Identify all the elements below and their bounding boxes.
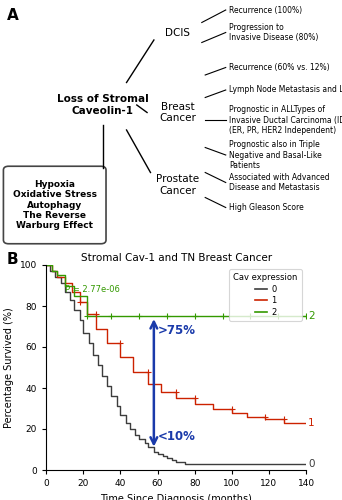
- Text: 2: 2: [308, 311, 315, 322]
- Y-axis label: Percentage Survived (%): Percentage Survived (%): [4, 307, 14, 428]
- Text: Lymph Node Metastasis and LVI: Lymph Node Metastasis and LVI: [229, 86, 342, 94]
- Text: >75%: >75%: [158, 324, 196, 338]
- Text: <10%: <10%: [158, 430, 195, 444]
- Text: Hypoxia
Oxidative Stress
Autophagy
The Reverse
Warburg Effect: Hypoxia Oxidative Stress Autophagy The R…: [13, 180, 97, 230]
- Text: DCIS: DCIS: [165, 28, 190, 38]
- Text: Progression to
Invasive Disease (80%): Progression to Invasive Disease (80%): [229, 23, 318, 42]
- Text: P = 2.77e-06: P = 2.77e-06: [65, 284, 120, 294]
- Text: Associated with Advanced
Disease and Metastasis: Associated with Advanced Disease and Met…: [229, 173, 330, 192]
- X-axis label: Time Since Diagnosis (months): Time Since Diagnosis (months): [100, 494, 252, 500]
- Text: A: A: [7, 8, 18, 22]
- Text: High Gleason Score: High Gleason Score: [229, 203, 304, 212]
- Text: Recurrence (60% vs. 12%): Recurrence (60% vs. 12%): [229, 63, 330, 72]
- FancyBboxPatch shape: [3, 166, 106, 244]
- Text: Prognostic in ALLTypes of
Invasive Ductal Carcinoma (IDC)
(ER, PR, HER2 Independ: Prognostic in ALLTypes of Invasive Ducta…: [229, 105, 342, 135]
- Text: Recurrence (100%): Recurrence (100%): [229, 6, 302, 15]
- Text: B: B: [7, 252, 18, 268]
- Text: Loss of Stromal
Caveolin-1: Loss of Stromal Caveolin-1: [57, 94, 148, 116]
- Text: 0: 0: [308, 459, 314, 469]
- Text: Prognostic also in Triple
Negative and Basal-Like
Patients: Prognostic also in Triple Negative and B…: [229, 140, 322, 170]
- Title: Stromal Cav-1 and TN Breast Cancer: Stromal Cav-1 and TN Breast Cancer: [81, 253, 272, 263]
- Text: Breast
Cancer: Breast Cancer: [159, 102, 196, 124]
- Text: 1: 1: [308, 418, 315, 428]
- Text: Prostate
Cancer: Prostate Cancer: [156, 174, 199, 196]
- Legend: 0, 1, 2: 0, 1, 2: [229, 269, 302, 321]
